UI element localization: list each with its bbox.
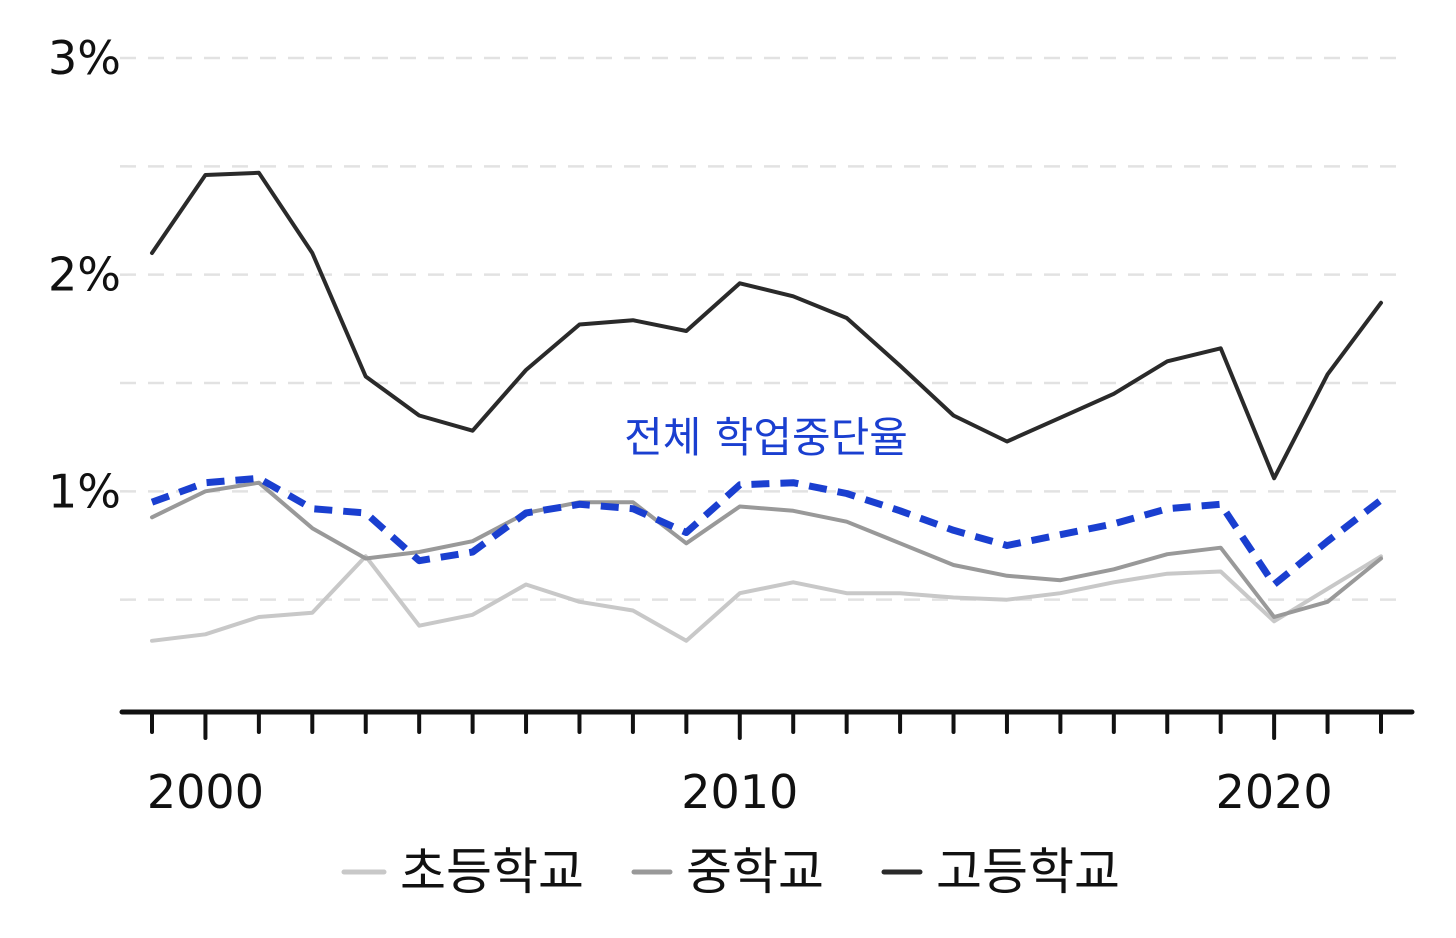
series-line-2 <box>150 170 1383 481</box>
x-tick-label: 2010 <box>681 765 798 819</box>
y-tick-label: 2% <box>48 248 121 302</box>
x-tick-label: 2020 <box>1216 765 1333 819</box>
legend-label: 초등학교 <box>400 843 584 901</box>
gridlines <box>120 56 1400 601</box>
x-axis: 2000 2010 2020 <box>119 709 1415 819</box>
series-annotation-label: 전체 학업중단율 <box>624 413 908 462</box>
annotations: 전체 학업중단율 <box>624 413 908 462</box>
legend: 초등학교 중학교 고등학교 <box>341 843 1120 901</box>
series-lines <box>150 170 1384 643</box>
y-tick-label: 3% <box>48 31 121 85</box>
series-line-0 <box>150 554 1383 643</box>
legend-label: 고등학교 <box>936 843 1120 901</box>
y-tick-label: 1% <box>48 464 121 518</box>
legend-label: 중학교 <box>686 843 824 901</box>
x-tick-label: 2000 <box>147 765 264 819</box>
y-axis-tick-labels: 1% 2% 3% <box>48 31 121 518</box>
series-line-1 <box>150 480 1383 619</box>
series-line-3 <box>150 474 1384 588</box>
